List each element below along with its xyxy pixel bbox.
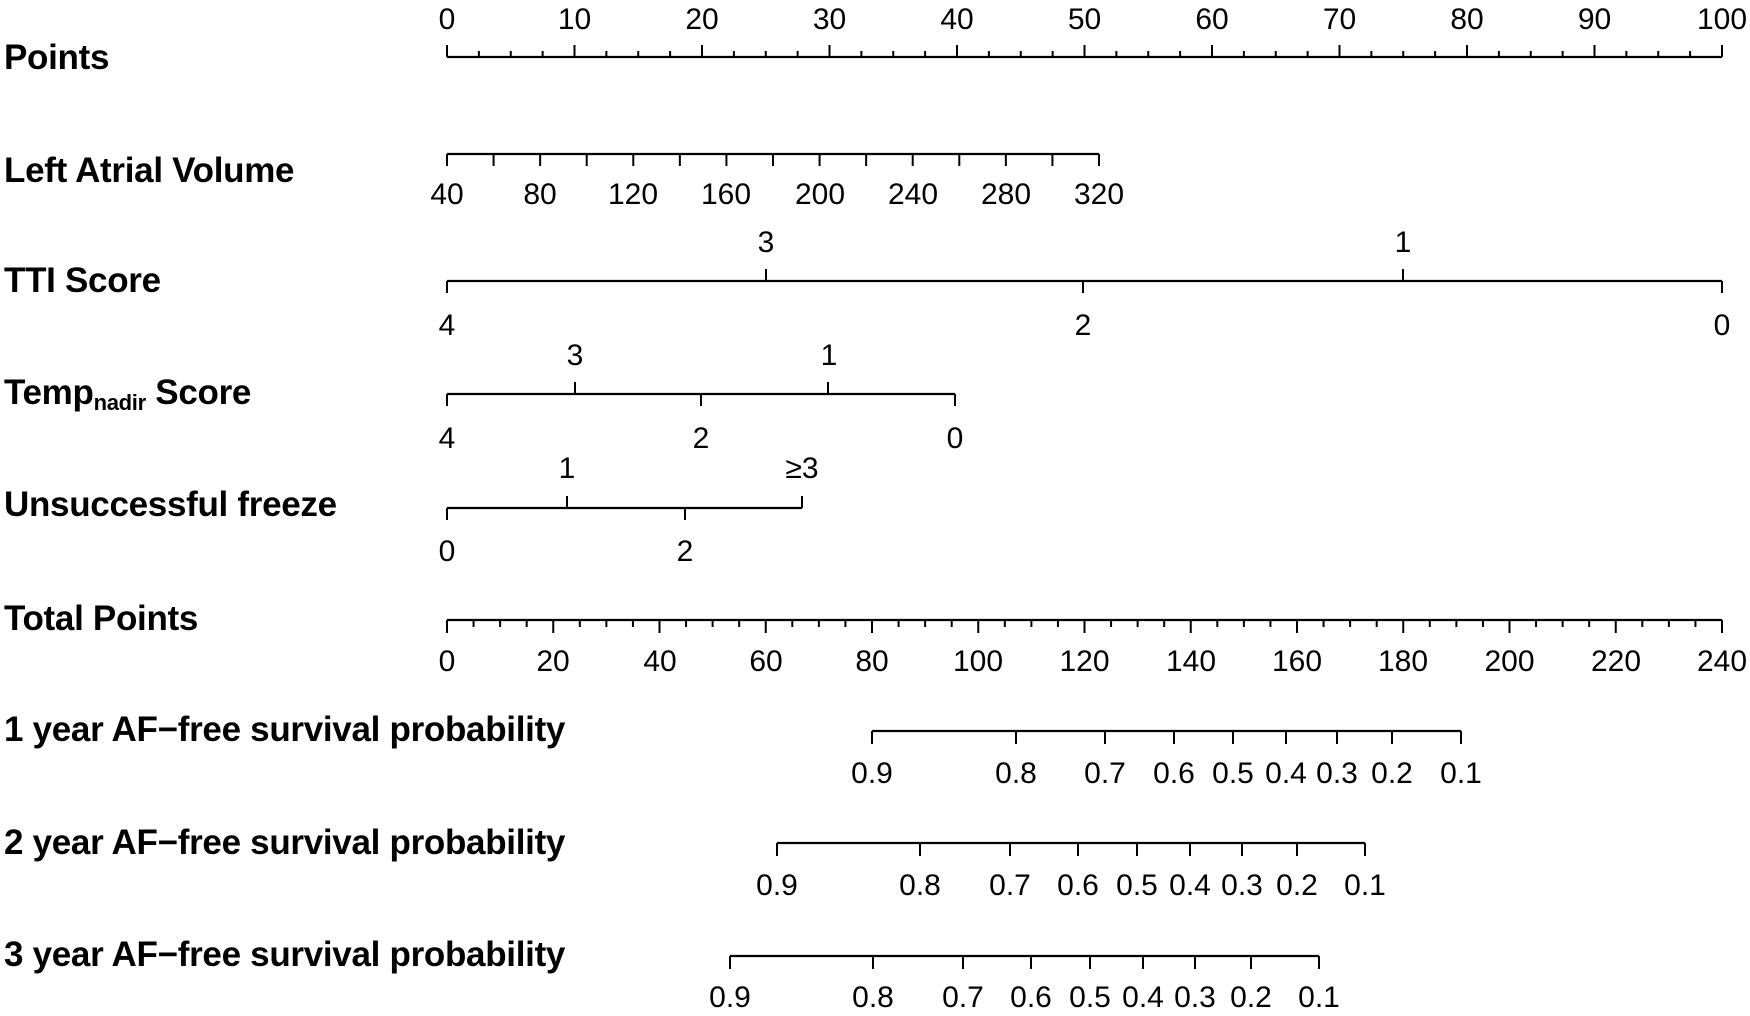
- freeze-tick-label: 2: [676, 535, 694, 568]
- total-tick-label: 80: [855, 645, 889, 678]
- year1-tick-label: 0.2: [1371, 757, 1413, 790]
- year2-tick-label: 0.5: [1116, 869, 1158, 902]
- lav-tick-label: 120: [607, 178, 659, 211]
- tti-tick-label: 0: [1713, 309, 1731, 342]
- tti-tick-label: 3: [757, 226, 775, 259]
- tti-tick-label: 2: [1074, 309, 1092, 342]
- total-tick-label: 60: [749, 645, 783, 678]
- lav-tick-label: 200: [794, 178, 846, 211]
- year3-tick-label: 0.6: [1010, 981, 1052, 1014]
- total-tick-label: 200: [1484, 645, 1535, 678]
- points-tick-label: 20: [685, 3, 719, 36]
- year1-tick-label: 0.8: [995, 757, 1037, 790]
- year2-tick-label: 0.1: [1344, 869, 1386, 902]
- total-tick-label: 140: [1165, 645, 1217, 678]
- freeze-tick-label: 1: [558, 452, 576, 485]
- points-tick-label: 40: [940, 3, 974, 36]
- year2-row-label: 2 year AF−free survival probability: [4, 823, 566, 862]
- total-tick-label: 40: [643, 645, 677, 678]
- temp-row-label: Tempnadir Score: [4, 375, 251, 414]
- total-points-row-label: Total Points: [4, 599, 199, 638]
- lav-tick-label: 280: [980, 178, 1032, 211]
- year1-row-label: 1 year AF−free survival probability: [4, 710, 566, 749]
- lav-row-label: Left Atrial Volume: [4, 151, 295, 190]
- year1-tick-label: 0.9: [851, 757, 893, 790]
- year3-tick-label: 0.5: [1069, 981, 1111, 1014]
- year3-tick-label: 0.8: [852, 981, 894, 1014]
- tti-tick-label: 4: [438, 309, 456, 342]
- total-tick-label: 180: [1377, 645, 1429, 678]
- year3-tick-label: 0.9: [709, 981, 751, 1014]
- lav-tick-label: 160: [700, 178, 752, 211]
- year1-tick-label: 0.3: [1316, 757, 1358, 790]
- total-tick-label: 20: [536, 645, 570, 678]
- year3-tick-label: 0.2: [1230, 981, 1272, 1014]
- year1-tick-label: 0.1: [1440, 757, 1482, 790]
- lav-tick-label: 240: [887, 178, 939, 211]
- points-tick-label: 80: [1450, 3, 1484, 36]
- tti-tick-label: 1: [1394, 226, 1412, 259]
- year2-tick-label: 0.8: [899, 869, 941, 902]
- points-tick-label: 50: [1067, 3, 1102, 36]
- points-tick-label: 60: [1195, 3, 1229, 36]
- points-tick-label: 0: [438, 3, 456, 36]
- temp-tick-label: 4: [438, 422, 456, 455]
- year3-tick-label: 0.4: [1122, 981, 1164, 1014]
- lav-tick-label: 320: [1073, 178, 1125, 211]
- year1-tick-label: 0.6: [1153, 757, 1195, 790]
- points-tick-label: 90: [1577, 3, 1612, 36]
- tti-row-label: TTI Score: [4, 261, 161, 300]
- lav-tick-label: 40: [430, 178, 464, 211]
- year2-tick-label: 0.7: [989, 869, 1031, 902]
- temp-tick-label: 3: [566, 339, 584, 372]
- year2-tick-label: 0.2: [1276, 869, 1318, 902]
- total-tick-label: 220: [1590, 645, 1642, 678]
- total-tick-label: 120: [1059, 645, 1110, 678]
- temp-label-main: Temp: [4, 373, 94, 412]
- year1-tick-label: 0.5: [1212, 757, 1254, 790]
- freeze-tick-label: 0: [438, 535, 456, 568]
- total-tick-label: 160: [1271, 645, 1323, 678]
- temp-tick-label: 2: [692, 422, 710, 455]
- total-tick-label: 240: [1696, 645, 1748, 678]
- year2-tick-label: 0.6: [1057, 869, 1099, 902]
- year1-tick-label: 0.7: [1084, 757, 1126, 790]
- points-tick-label: 70: [1322, 3, 1357, 36]
- temp-tick-label: 1: [820, 339, 838, 372]
- points-tick-label: 30: [812, 3, 847, 36]
- year3-tick-label: 0.3: [1174, 981, 1216, 1014]
- year3-tick-label: 0.1: [1298, 981, 1340, 1014]
- year3-row-label: 3 year AF−free survival probability: [4, 935, 566, 974]
- total-tick-label: 0: [438, 645, 456, 678]
- points-tick-label: 10: [557, 3, 592, 36]
- total-tick-label: 100: [952, 645, 1004, 678]
- temp-label-tail: Score: [145, 373, 252, 412]
- freeze-tick-label: ≥3: [785, 452, 819, 485]
- lav-tick-label: 80: [523, 178, 557, 211]
- points-row-label: Points: [4, 38, 110, 77]
- temp-tick-label: 0: [946, 422, 964, 455]
- year2-tick-label: 0.3: [1221, 869, 1263, 902]
- year2-tick-label: 0.4: [1169, 869, 1211, 902]
- freeze-row-label: Unsuccessful freeze: [4, 485, 337, 524]
- year3-tick-label: 0.7: [942, 981, 984, 1014]
- year2-tick-label: 0.9: [756, 869, 798, 902]
- year1-tick-label: 0.4: [1265, 757, 1307, 790]
- temp-label-subscript: nadir: [93, 390, 147, 415]
- points-tick-label: 100: [1696, 3, 1748, 36]
